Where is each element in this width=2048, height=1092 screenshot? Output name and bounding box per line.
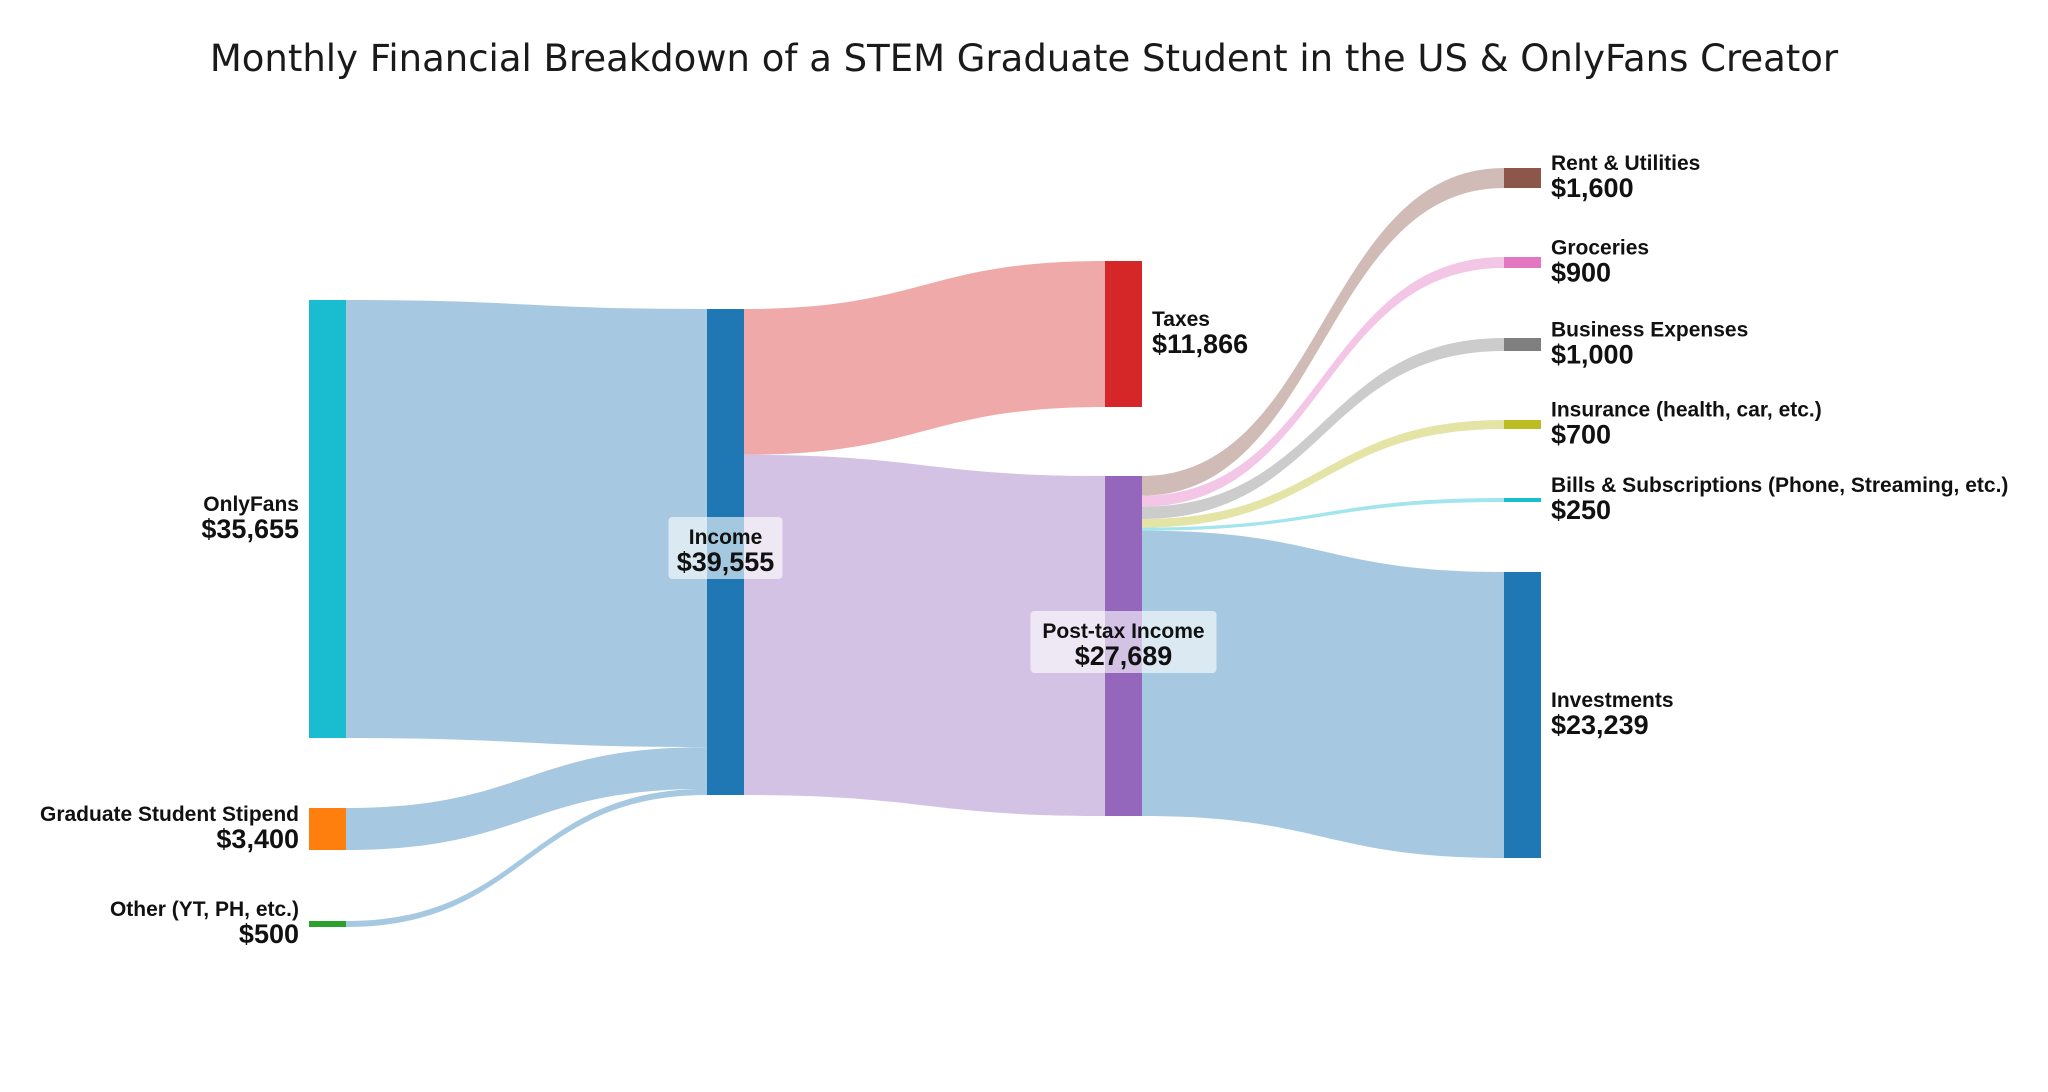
link-onlyfans-to-income	[346, 300, 707, 748]
link-posttax-to-investments	[1142, 530, 1504, 858]
node-groceries	[1504, 257, 1541, 268]
node-value-investments: $23,239	[1551, 710, 1649, 740]
node-value-income: $39,555	[677, 547, 775, 577]
node-value-insurance: $700	[1551, 420, 1611, 450]
node-investments	[1504, 572, 1541, 858]
node-bills	[1504, 498, 1541, 502]
node-rent	[1504, 168, 1541, 188]
node-taxes	[1105, 261, 1142, 407]
node-label-investments: Investments$23,239	[1551, 689, 1674, 740]
link-posttax-to-bills	[1142, 498, 1504, 531]
node-other	[309, 921, 346, 927]
node-label-business: Business Expenses$1,000	[1551, 319, 1748, 370]
node-label-groceries: Groceries$900	[1551, 237, 1649, 288]
node-name-rent: Rent & Utilities	[1551, 152, 1700, 175]
node-name-income: Income	[689, 526, 763, 549]
link-other-to-income	[346, 788, 707, 927]
link-posttax-to-groceries	[1142, 257, 1504, 507]
node-name-investments: Investments	[1551, 689, 1674, 712]
node-name-onlyfans: OnlyFans	[203, 493, 299, 516]
node-name-business: Business Expenses	[1551, 319, 1748, 342]
node-name-taxes: Taxes	[1152, 308, 1210, 331]
link-income-to-posttax	[744, 454, 1105, 816]
node-label-bg-posttax	[1030, 611, 1217, 673]
node-stipend	[309, 808, 346, 850]
node-value-groceries: $900	[1551, 258, 1611, 288]
node-value-business: $1,000	[1551, 340, 1634, 370]
link-posttax-to-business	[1142, 338, 1504, 519]
node-name-other: Other (YT, PH, etc.)	[110, 898, 299, 921]
node-name-insurance: Insurance (health, car, etc.)	[1551, 399, 1822, 422]
node-insurance	[1504, 420, 1541, 429]
node-value-rent: $1,600	[1551, 173, 1634, 203]
node-value-onlyfans: $35,655	[201, 514, 299, 544]
node-business	[1504, 338, 1541, 351]
node-value-posttax: $27,689	[1075, 641, 1173, 671]
node-value-other: $500	[239, 919, 299, 949]
links-layer	[346, 168, 1504, 927]
link-posttax-to-insurance	[1142, 420, 1504, 528]
node-label-stipend: Graduate Student Stipend$3,400	[40, 803, 299, 854]
node-name-groceries: Groceries	[1551, 237, 1649, 260]
link-stipend-to-income	[346, 747, 707, 850]
node-value-bills: $250	[1551, 495, 1611, 525]
node-value-stipend: $3,400	[216, 824, 299, 854]
node-name-bills: Bills & Subscriptions (Phone, Streaming,…	[1551, 474, 2008, 497]
node-label-rent: Rent & Utilities$1,600	[1551, 152, 1700, 203]
node-label-other: Other (YT, PH, etc.)$500	[110, 898, 299, 949]
node-label-income: Income$39,555	[668, 517, 783, 579]
link-posttax-to-rent	[1142, 168, 1504, 496]
link-income-to-taxes	[744, 261, 1105, 455]
node-label-posttax: Post-tax Income$27,689	[1030, 611, 1217, 673]
node-label-taxes: Taxes$11,866	[1152, 308, 1248, 359]
node-name-stipend: Graduate Student Stipend	[40, 803, 299, 826]
node-label-bills: Bills & Subscriptions (Phone, Streaming,…	[1551, 474, 2008, 525]
node-value-taxes: $11,866	[1152, 329, 1248, 359]
node-onlyfans	[309, 300, 346, 738]
node-label-onlyfans: OnlyFans$35,655	[201, 493, 299, 544]
node-name-posttax: Post-tax Income	[1042, 620, 1204, 643]
node-label-insurance: Insurance (health, car, etc.)$700	[1551, 399, 1822, 450]
node-label-bg-income	[668, 517, 783, 579]
chart-title: Monthly Financial Breakdown of a STEM Gr…	[210, 37, 1839, 80]
